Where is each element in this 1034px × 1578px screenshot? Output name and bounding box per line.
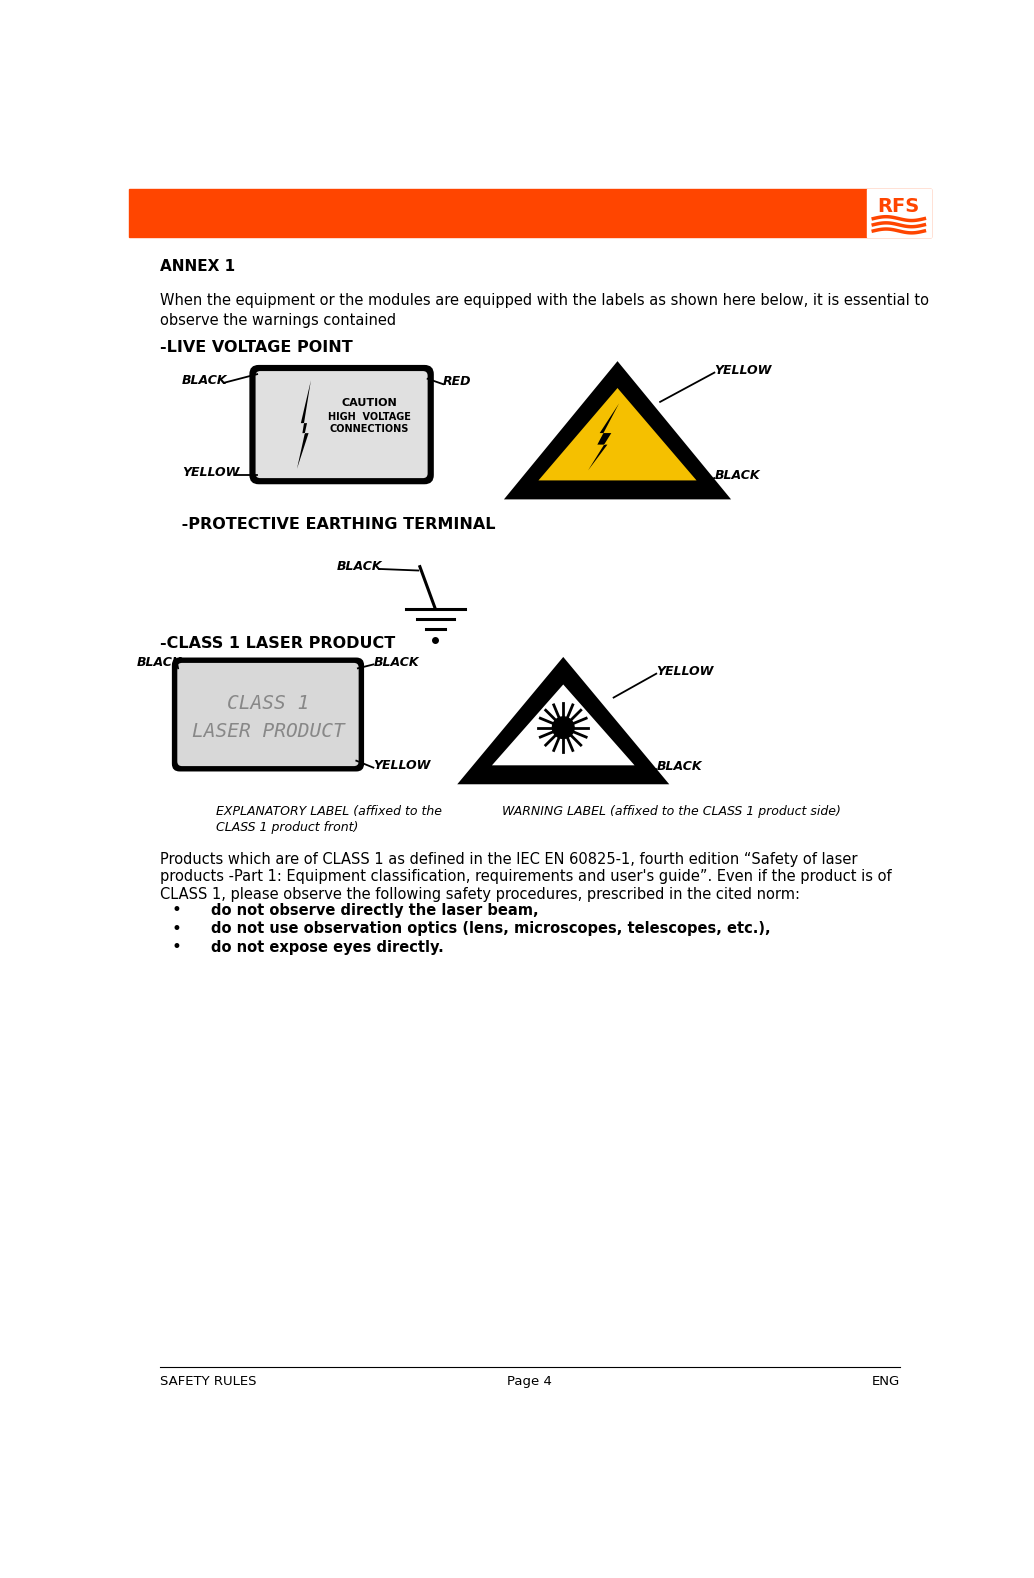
Text: do not use observation optics (lens, microscopes, telescopes, etc.),: do not use observation optics (lens, mic… [211, 922, 770, 936]
Text: YELLOW: YELLOW [657, 664, 713, 679]
Polygon shape [588, 404, 619, 470]
Text: BLACK: BLACK [714, 469, 760, 483]
FancyBboxPatch shape [255, 371, 428, 478]
Polygon shape [539, 388, 697, 480]
Text: do not expose eyes directly.: do not expose eyes directly. [211, 939, 444, 955]
Text: CAUTION: CAUTION [341, 398, 397, 409]
Text: Products which are of CLASS 1 as defined in the IEC EN 60825-1, fourth edition “: Products which are of CLASS 1 as defined… [160, 852, 858, 866]
Text: •: • [172, 901, 182, 918]
Text: Page 4: Page 4 [508, 1374, 552, 1387]
Text: YELLOW: YELLOW [182, 466, 239, 480]
Text: RED: RED [444, 376, 472, 388]
Text: SAFETY RULES: SAFETY RULES [160, 1374, 256, 1387]
Polygon shape [297, 380, 311, 469]
Text: BLACK: BLACK [657, 761, 702, 773]
Text: YELLOW: YELLOW [373, 759, 431, 772]
FancyBboxPatch shape [177, 663, 359, 765]
Bar [868, 189, 931, 237]
Bar [129, 189, 931, 237]
Text: CLASS 1: CLASS 1 [226, 694, 309, 713]
Text: -LIVE VOLTAGE POINT: -LIVE VOLTAGE POINT [160, 339, 353, 355]
Text: -CLASS 1 LASER PRODUCT: -CLASS 1 LASER PRODUCT [160, 636, 395, 652]
Text: BLACK: BLACK [182, 374, 227, 387]
Text: do not observe directly the laser beam,: do not observe directly the laser beam, [211, 903, 539, 917]
Text: CLASS 1 product front): CLASS 1 product front) [216, 821, 359, 833]
FancyBboxPatch shape [249, 365, 434, 484]
Text: CLASS 1, please observe the following safety procedures, prescribed in the cited: CLASS 1, please observe the following sa… [160, 887, 800, 903]
Text: observe the warnings contained: observe the warnings contained [160, 312, 396, 328]
Text: HIGH  VOLTAGE: HIGH VOLTAGE [328, 412, 410, 421]
Text: BLACK: BLACK [136, 655, 182, 669]
Text: •: • [172, 937, 182, 956]
Text: products -Part 1: Equipment classification, requirements and user's guide”. Even: products -Part 1: Equipment classificati… [160, 869, 892, 884]
Text: BLACK: BLACK [337, 560, 383, 573]
Text: LASER PRODUCT: LASER PRODUCT [191, 723, 344, 742]
Text: BLACK: BLACK [373, 655, 419, 669]
Text: •: • [172, 920, 182, 937]
FancyBboxPatch shape [172, 658, 364, 772]
Circle shape [552, 716, 574, 739]
Polygon shape [492, 685, 635, 765]
Text: YELLOW: YELLOW [714, 365, 771, 377]
Text: EXPLANATORY LABEL (affixed to the               WARNING LABEL (affixed to the CL: EXPLANATORY LABEL (affixed to the WARNIN… [216, 805, 841, 819]
Text: ENG: ENG [872, 1374, 900, 1387]
Text: RFS: RFS [878, 197, 920, 216]
Text: When the equipment or the modules are equipped with the labels as shown here bel: When the equipment or the modules are eq… [160, 294, 930, 308]
Text: ANNEX 1: ANNEX 1 [160, 259, 236, 275]
Text: -PROTECTIVE EARTHING TERMINAL: -PROTECTIVE EARTHING TERMINAL [176, 518, 495, 532]
Text: CONNECTIONS: CONNECTIONS [330, 424, 409, 434]
